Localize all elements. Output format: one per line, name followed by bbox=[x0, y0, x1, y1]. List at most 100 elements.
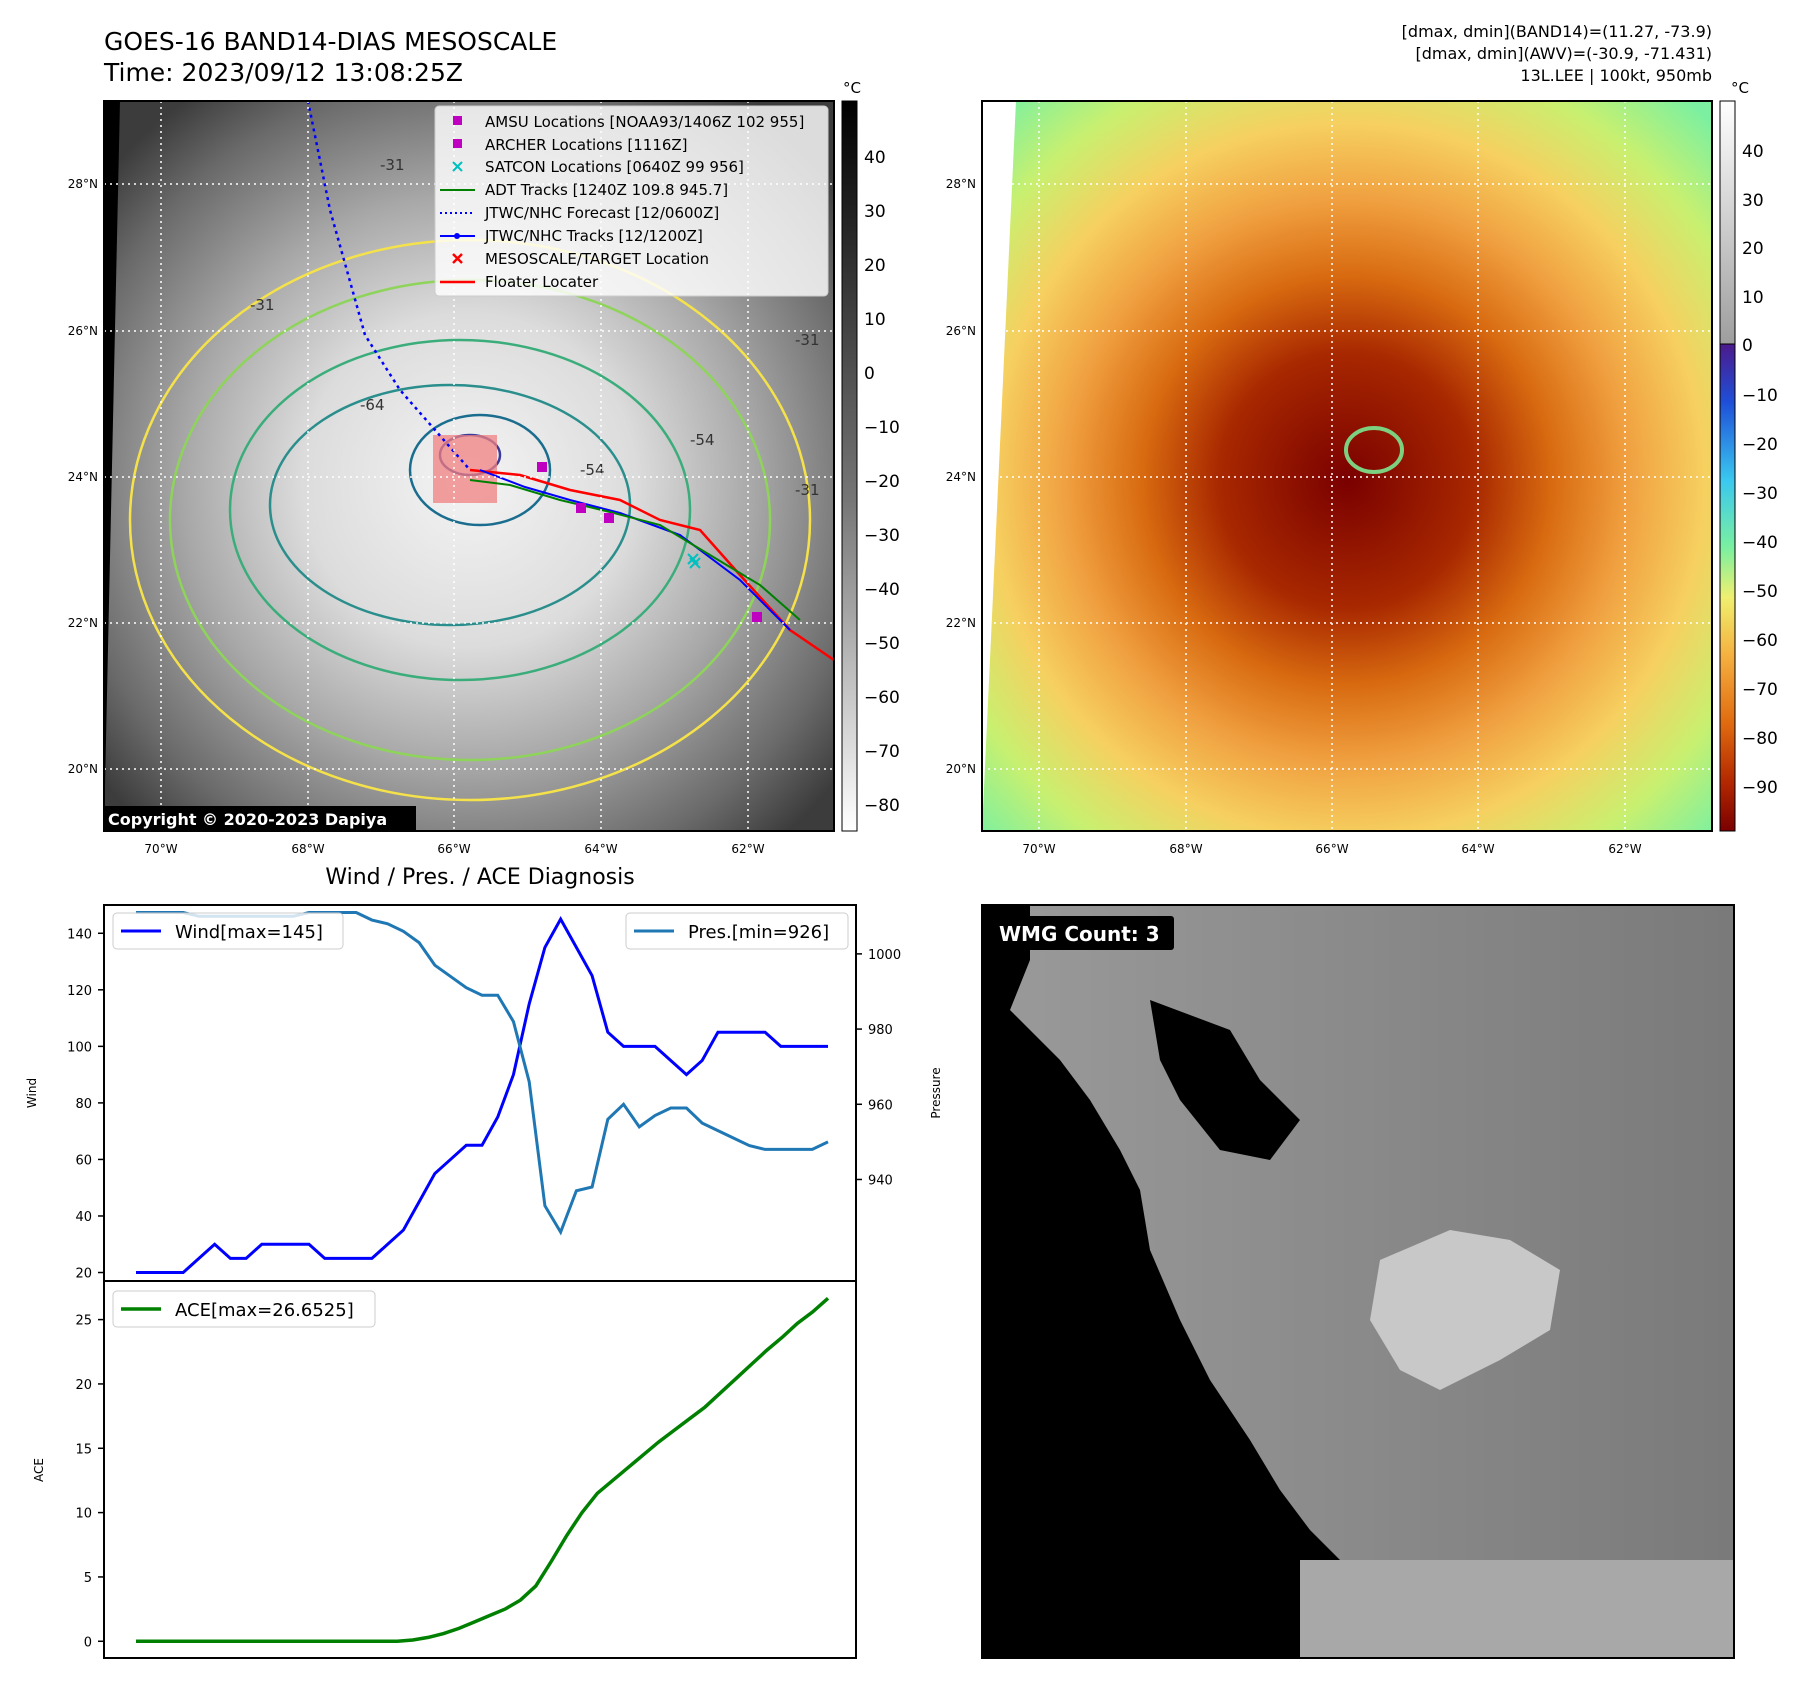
legend-archer: ARCHER Locations [1116Z] bbox=[485, 136, 688, 154]
svg-text:−30: −30 bbox=[1742, 484, 1778, 504]
awv-panel: °C 40 30 20 10 0 −10 −20 −30 −40 −50 −60… bbox=[946, 79, 1778, 856]
ace-chart: 0 5 10 15 20 25 ACE ACE[max=26.6525] bbox=[32, 1280, 857, 1659]
adt-track bbox=[469, 479, 801, 621]
mesoscale-target-box bbox=[433, 435, 497, 503]
legend-amsu: AMSU Locations [NOAA93/1406Z 102 955] bbox=[485, 113, 804, 131]
awv-gridlines bbox=[982, 101, 1712, 831]
pressure-tick-label: 1000 bbox=[868, 948, 901, 963]
legend-amsu-marker bbox=[453, 116, 462, 125]
ace-tick-label: 25 bbox=[75, 1314, 92, 1329]
svg-text:26°N: 26°N bbox=[68, 324, 98, 338]
svg-text:−20: −20 bbox=[1742, 435, 1778, 455]
copyright-box bbox=[104, 806, 416, 831]
svg-text:−40: −40 bbox=[864, 580, 900, 600]
svg-text:−50: −50 bbox=[864, 634, 900, 654]
legend-archer-marker bbox=[453, 139, 462, 148]
wind-axis-label: Wind bbox=[25, 1078, 39, 1108]
ir-panel: -31 -31 -31 -31 -54 -54 -64 bbox=[68, 79, 900, 856]
awv-colorbar-top bbox=[1719, 100, 1736, 345]
svg-text:10: 10 bbox=[864, 310, 886, 330]
wmg-light-strip bbox=[1300, 1560, 1734, 1658]
awv-colorbar-bottom bbox=[1719, 343, 1736, 832]
svg-text:70°W: 70°W bbox=[1022, 842, 1055, 856]
wind-tick-label: 20 bbox=[75, 1267, 92, 1282]
legend-tracks: JTWC/NHC Tracks [12/1200Z] bbox=[484, 227, 703, 245]
wind-tick-label: 40 bbox=[75, 1210, 92, 1225]
svg-text:−20: −20 bbox=[864, 472, 900, 492]
wind-tick-label: 100 bbox=[67, 1040, 92, 1055]
awv-lat-labels: 28°N 26°N 24°N 22°N 20°N bbox=[946, 177, 976, 776]
wind-tick-label: 80 bbox=[75, 1097, 92, 1112]
svg-text:−30: −30 bbox=[864, 526, 900, 546]
svg-text:20°N: 20°N bbox=[946, 762, 976, 776]
svg-text:−90: −90 bbox=[1742, 778, 1778, 798]
svg-text:24°N: 24°N bbox=[68, 470, 98, 484]
pressure-tick-label: 960 bbox=[868, 1098, 893, 1113]
ace-axis-ticks: 0 5 10 15 20 25 bbox=[75, 1314, 104, 1650]
jtwc-track bbox=[479, 469, 791, 631]
svg-text:30: 30 bbox=[1742, 191, 1764, 211]
ir-lat-labels: 28°N 26°N 24°N 22°N 20°N bbox=[68, 177, 98, 776]
svg-text:-31: -31 bbox=[380, 156, 405, 174]
figure-time: Time: 2023/09/12 13:08:25Z bbox=[103, 58, 463, 87]
svg-text:−10: −10 bbox=[1742, 386, 1778, 406]
svg-text:68°W: 68°W bbox=[1169, 842, 1202, 856]
ace-legend: ACE[max=26.6525] bbox=[112, 1290, 376, 1328]
wind-pressure-chart: 20 40 60 80 100 120 140 940 960 980 1000 Wind Pre… bbox=[25, 904, 943, 1282]
svg-text:28°N: 28°N bbox=[68, 177, 98, 191]
ir-colorbar-unit: °C bbox=[843, 79, 861, 97]
awv-colorbar-unit: °C bbox=[1731, 79, 1749, 97]
svg-text:−80: −80 bbox=[1742, 729, 1778, 749]
svg-text:64°W: 64°W bbox=[1461, 842, 1494, 856]
svg-text:-31: -31 bbox=[250, 296, 275, 314]
copyright-text: Copyright © 2020-2023 Dapiya bbox=[108, 810, 387, 829]
svg-text:68°W: 68°W bbox=[291, 842, 324, 856]
satcon-markers bbox=[687, 553, 701, 569]
ace-tick-label: 10 bbox=[75, 1507, 92, 1522]
svg-text:24°N: 24°N bbox=[946, 470, 976, 484]
legend-tracks-dot bbox=[454, 233, 460, 239]
svg-text:−70: −70 bbox=[864, 742, 900, 762]
ace-tick-label: 0 bbox=[84, 1635, 92, 1650]
legend-forecast: JTWC/NHC Forecast [12/0600Z] bbox=[484, 204, 719, 222]
legend-satcon: SATCON Locations [0640Z 99 956] bbox=[485, 158, 744, 176]
legend-adt: ADT Tracks [1240Z 109.8 945.7] bbox=[485, 181, 728, 199]
pressure-legend-label: Pres.[min=926] bbox=[688, 922, 829, 943]
wind-series-line bbox=[136, 916, 828, 1275]
svg-text:26°N: 26°N bbox=[946, 324, 976, 338]
amsu-markers bbox=[537, 462, 762, 622]
svg-text:−80: −80 bbox=[864, 796, 900, 816]
svg-text:20: 20 bbox=[864, 256, 886, 276]
svg-text:62°W: 62°W bbox=[731, 842, 764, 856]
wmg-label-box bbox=[990, 916, 1174, 950]
wmg-dark-patch bbox=[1150, 1000, 1300, 1160]
svg-text:20: 20 bbox=[1742, 239, 1764, 259]
info-band14: [dmax, dmin](BAND14)=(11.27, -73.9) bbox=[1402, 22, 1712, 41]
svg-text:40: 40 bbox=[864, 148, 886, 168]
legend-satcon-marker bbox=[452, 161, 463, 172]
info-awv: [dmax, dmin](AWV)=(-30.9, -71.431) bbox=[1415, 44, 1712, 63]
svg-text:-54: -54 bbox=[690, 431, 715, 449]
ace-axis-label: ACE bbox=[32, 1458, 46, 1482]
legend-target: MESOSCALE/TARGET Location bbox=[485, 250, 709, 268]
awv-eye bbox=[1344, 426, 1404, 474]
ir-lon-labels: 70°W 68°W 66°W 64°W 62°W bbox=[144, 842, 764, 856]
svg-text:−60: −60 bbox=[864, 688, 900, 708]
svg-text:66°W: 66°W bbox=[437, 842, 470, 856]
ace-tick-label: 5 bbox=[84, 1571, 92, 1586]
wmg-bright-core bbox=[1370, 1230, 1560, 1390]
ace-legend-label: ACE[max=26.6525] bbox=[175, 1300, 354, 1321]
wind-legend-label: Wind[max=145] bbox=[175, 922, 323, 943]
svg-text:−10: −10 bbox=[864, 418, 900, 438]
ir-contour-labels: -31 -31 -31 -31 -54 -54 -64 bbox=[250, 156, 820, 499]
svg-text:70°W: 70°W bbox=[144, 842, 177, 856]
svg-text:62°W: 62°W bbox=[1608, 842, 1641, 856]
ace-tick-label: 15 bbox=[75, 1442, 92, 1457]
svg-text:-31: -31 bbox=[795, 331, 820, 349]
awv-lon-labels: 70°W 68°W 66°W 64°W 62°W bbox=[1022, 842, 1641, 856]
ir-colorbar bbox=[841, 100, 858, 832]
svg-text:28°N: 28°N bbox=[946, 177, 976, 191]
svg-text:-31: -31 bbox=[795, 481, 820, 499]
svg-text:0: 0 bbox=[864, 364, 875, 384]
